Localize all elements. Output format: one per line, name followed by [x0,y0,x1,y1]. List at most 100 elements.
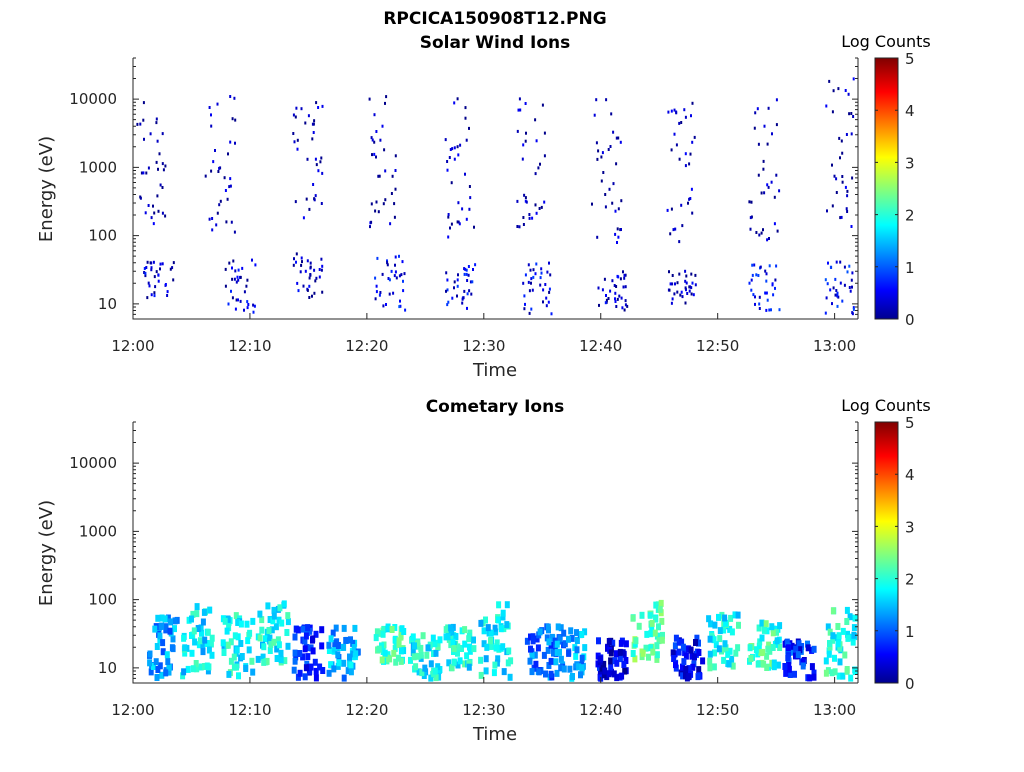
heatmap-cell [270,617,276,625]
heatmap-cell [313,119,316,123]
heatmap-cell [456,284,459,288]
heatmap-cell [608,649,614,657]
heatmap-cell [157,662,163,670]
heatmap-cell [446,278,449,282]
heatmap-cell [845,207,848,211]
heatmap-cell [386,259,388,263]
heatmap-cell [760,191,763,195]
heatmap-cell [399,625,405,633]
heatmap-cell [425,644,431,652]
heatmap-cell [157,209,160,213]
heatmap-cell [391,174,394,178]
heatmap-cell [755,660,761,668]
heatmap-cell [852,115,855,118]
heatmap-cell [295,106,298,110]
heatmap-cell [274,655,280,662]
heatmap-cell [157,632,163,640]
heatmap-cell [685,274,688,278]
heatmap-cell [582,628,588,636]
heatmap-cell [549,633,555,641]
heatmap-cell [444,138,447,142]
heatmap-cell [162,615,168,623]
heatmap-cell [754,111,757,115]
heatmap-cell [602,667,608,675]
heatmap-cell [159,614,165,622]
heatmap-cell [148,284,151,288]
heatmap-cell [314,194,317,198]
heatmap-cell [235,280,238,284]
heatmap-cell [696,639,701,647]
heatmap-cell [532,275,535,279]
heatmap-cell [844,89,847,92]
heatmap-cell [274,645,280,653]
heatmap-cell [465,217,468,221]
heatmap-cell [726,660,732,668]
heatmap-cell [849,289,852,293]
heatmap-cell [211,228,214,232]
x-tick-labels: 12:00 12:10 12:20 12:30 12:40 12:50 13:00 [111,701,856,719]
heatmap-cell [504,621,510,629]
heatmap-cell [402,289,405,293]
heatmap-cell [693,639,698,646]
heatmap-cell [232,632,238,640]
heatmap-cell [755,650,761,658]
heatmap-cell [852,77,855,81]
heatmap-cell [307,114,310,118]
heatmap-cell [835,191,838,194]
heatmap-cell [154,674,160,681]
heatmap-cell [225,220,228,224]
heatmap-cell [226,670,232,678]
heatmap-cell [540,271,543,275]
heatmap-cell [470,292,473,296]
heatmap-cell [833,634,839,642]
heatmap-cell [845,133,848,136]
heatmap-cell [351,644,357,651]
heatmap-cell [549,273,552,277]
heatmap-cell [711,636,717,644]
heatmap-cell [398,647,404,655]
heatmap-cell [770,644,776,651]
heatmap-cell [453,146,456,150]
heatmap-cell [215,223,218,227]
heatmap-cell [233,277,236,281]
heatmap-cell [706,615,712,623]
y-tick-label: 10000 [69,90,117,108]
heatmap-cell [206,646,212,654]
heatmap-cell [222,617,228,625]
heatmap-cell [732,611,738,619]
colorbar: Log Counts 0 1 2 3 4 5 [841,32,931,329]
heatmap-cell [800,662,806,670]
heatmap-cell [166,290,169,294]
heatmap-cell [233,96,236,100]
heatmap-cell [295,673,301,681]
heatmap-cell [393,215,396,219]
heatmap-cell [680,672,686,680]
heatmap-cell [601,151,604,155]
heatmap-cell [166,663,172,671]
heatmap-cell [832,89,835,93]
heatmap-cell [539,162,541,166]
heatmap-cell [805,640,810,648]
heatmap-cell [463,272,466,276]
heatmap-cell [224,189,227,192]
heatmap-cell [632,655,638,663]
heatmap-cell [543,200,546,204]
heatmap-cell [522,223,525,226]
heatmap-cell [657,605,663,613]
heatmap-cell [707,635,713,643]
heatmap-cell [711,663,717,671]
heatmap-cell [598,303,600,307]
heatmap-cell [378,293,381,297]
x-tick-label: 13:00 [813,701,856,719]
heatmap-cell [399,304,402,308]
heatmap-cell [612,182,615,186]
heatmap-cell [172,261,175,265]
heatmap-cell [680,121,683,124]
heatmap-cell [161,162,164,166]
heatmap-cell [841,299,844,303]
heatmap-cell [541,103,544,107]
heatmap-cell [539,276,542,280]
x-tick-labels: 12:00 12:10 12:20 12:30 12:40 12:50 13:00 [111,337,856,355]
heatmap-cell [379,138,382,142]
heatmap-cell [318,275,321,279]
